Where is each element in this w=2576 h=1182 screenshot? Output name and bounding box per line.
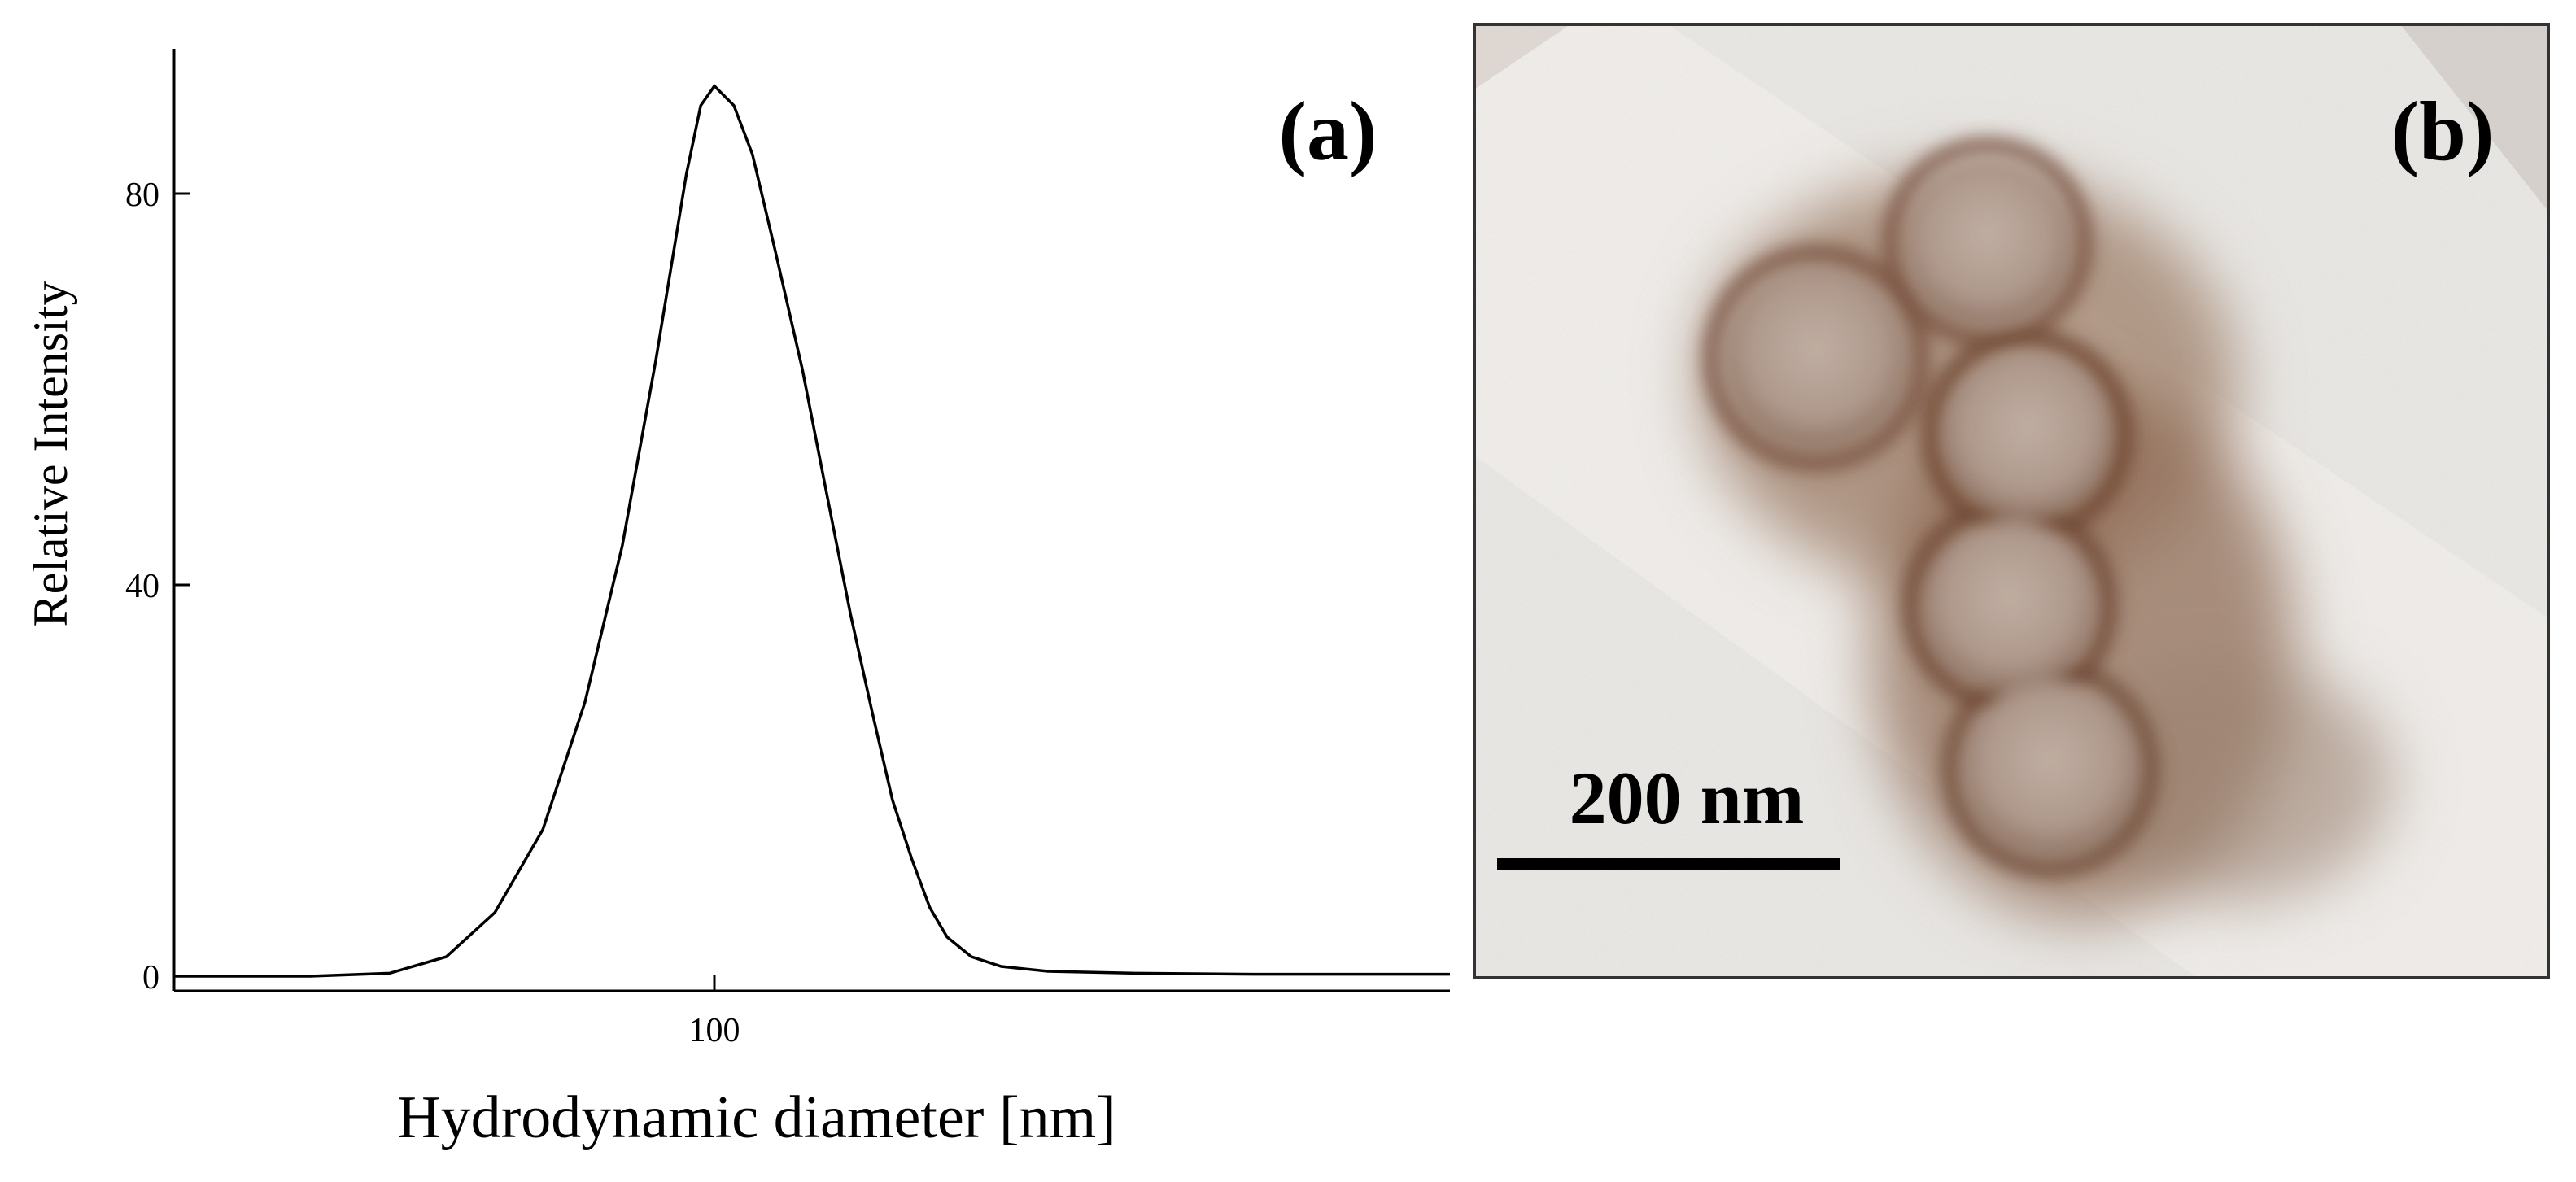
y-tick-label: 0 xyxy=(142,959,159,997)
y-ticks: 0 40 80 xyxy=(125,177,190,997)
panel-b-label: (b) xyxy=(2390,85,2494,178)
dls-chart: 0 40 80 100 Hydrodynamic diameter [nm] Rel… xyxy=(24,49,1450,1151)
x-axis-label: Hydrodynamic diameter [nm] xyxy=(397,1084,1116,1151)
grain-noise xyxy=(1474,24,2548,978)
tem-frame xyxy=(1473,23,2550,979)
panel-a-label: (a) xyxy=(1278,85,1377,178)
series-line xyxy=(174,83,1450,978)
x-tick-label: 100 xyxy=(689,1012,740,1049)
x-ticks: 100 xyxy=(689,975,740,1049)
tem-image: 200 nm (b) xyxy=(1473,23,2550,979)
y-tick-label: 80 xyxy=(125,177,159,214)
y-tick-label: 40 xyxy=(125,568,159,605)
scale-bar-label: 200 nm xyxy=(1570,757,1805,840)
y-axis-label: Relative Intensity xyxy=(24,281,77,627)
